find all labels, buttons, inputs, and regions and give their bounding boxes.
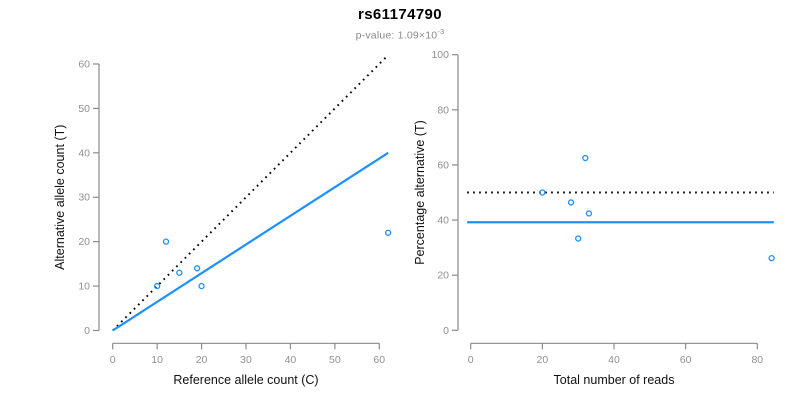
x-tick-label: 30 [240, 354, 252, 366]
data-point [768, 254, 775, 262]
data-point [198, 282, 205, 290]
y-tick-label: 30 [78, 192, 90, 204]
data-point [385, 229, 392, 236]
x-axis-title: Total number of reads [554, 373, 675, 387]
x-tick-label: 40 [285, 354, 297, 366]
y-tick-label: 20 [78, 236, 90, 248]
x-tick-label: 50 [329, 354, 341, 366]
y-tick-label: 60 [78, 58, 90, 70]
y-tick-label: 40 [78, 147, 90, 159]
data-point [575, 235, 582, 242]
y-axis-title: Alternative allele count (T) [53, 125, 67, 270]
x-tick-label: 60 [373, 354, 385, 366]
y-tick-label: 100 [431, 49, 449, 61]
x-tick-label: 20 [537, 354, 549, 366]
y-tick-label: 20 [437, 270, 449, 282]
y-tick-label: 80 [437, 104, 449, 116]
data-point [582, 154, 589, 162]
y-tick-label: 10 [78, 281, 90, 293]
data-point [539, 189, 546, 196]
x-tick-label: 0 [110, 354, 116, 366]
y-tick-label: 50 [78, 103, 90, 115]
data-point [162, 238, 170, 245]
data-point [567, 199, 575, 206]
x-tick-label: 20 [196, 354, 208, 366]
y-axis-title: Percentage alternative (T) [413, 120, 427, 265]
data-point [153, 282, 161, 290]
panel-allele-counts: 0 10 20 30 40 50 60 0 10 20 30 40 50 60 Reference alle… [53, 54, 392, 387]
panel-percentage-vs-coverage: 0 20 40 60 80 100 0 20 40 60 80 Total number of rea… [413, 49, 775, 387]
x-axis-title: Reference allele count (C) [173, 373, 318, 387]
x-tick-label: 0 [468, 354, 474, 366]
y-tick-label: 60 [437, 159, 449, 171]
expected-50pct-identity-line [112, 54, 389, 332]
x-tick-label: 40 [608, 354, 620, 366]
observed-ratio-regression-line [112, 151, 389, 332]
x-tick-label: 60 [680, 354, 692, 366]
y-tick-label: 0 [443, 325, 449, 337]
y-tick-label: 0 [84, 325, 90, 337]
data-point [176, 269, 183, 276]
data-point [193, 265, 201, 272]
x-tick-label: 80 [751, 354, 763, 366]
data-point [585, 210, 593, 217]
x-tick-label: 10 [151, 354, 163, 366]
y-tick-label: 40 [437, 215, 449, 227]
